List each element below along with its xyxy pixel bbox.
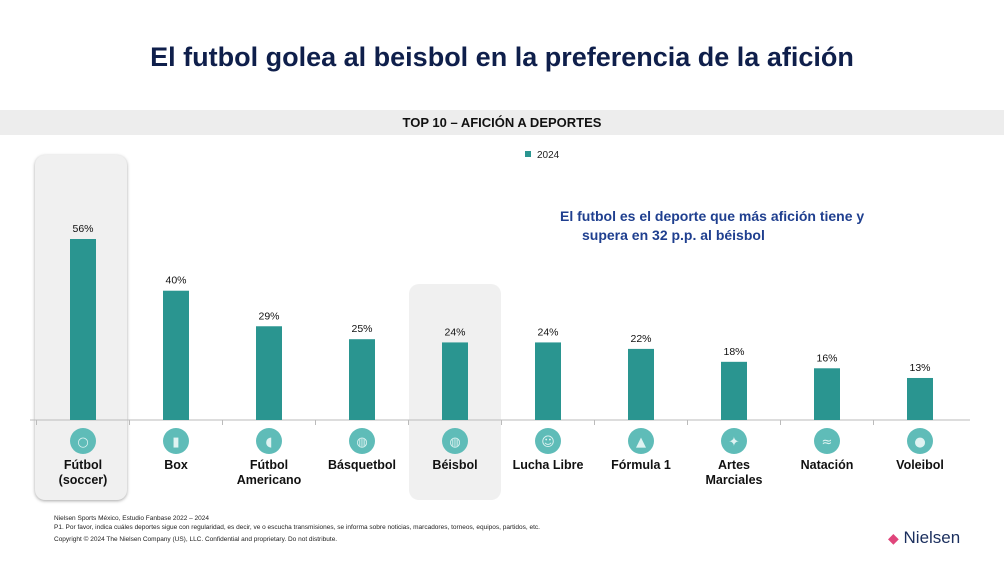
swimming-icon: ≈ xyxy=(812,426,842,456)
svg-text:▲: ▲ xyxy=(636,435,646,450)
bar xyxy=(721,361,747,420)
nielsen-logo: ◆ Nielsen xyxy=(888,528,961,547)
category-label: Artes Marciales xyxy=(705,458,763,487)
annotation: El futbol es el deporte que más afición … xyxy=(560,207,864,245)
bar xyxy=(907,377,933,420)
bar xyxy=(349,339,375,420)
category-label: Fórmula 1 xyxy=(611,458,671,472)
bar xyxy=(163,290,189,420)
data-label: 56% xyxy=(72,223,93,235)
footer-question: P1. Por favor, indica cuáles deportes si… xyxy=(54,524,540,531)
category-label: Fútbol Americano xyxy=(236,458,302,487)
svg-text:≈: ≈ xyxy=(822,435,833,450)
bar xyxy=(256,326,282,420)
footer-copyright: Copyright © 2024 The Nielsen Company (US… xyxy=(54,536,338,543)
data-label: 40% xyxy=(165,275,186,287)
data-label: 13% xyxy=(909,362,930,374)
bar xyxy=(535,342,561,420)
american-football-icon: ◖ xyxy=(254,426,284,456)
data-label: 25% xyxy=(351,323,372,335)
svg-text:●: ● xyxy=(914,435,925,450)
legend-label: 2024 xyxy=(537,150,560,161)
bar xyxy=(814,368,840,420)
svg-text:☺: ☺ xyxy=(541,435,555,450)
boxing-glove-icon: ▮ xyxy=(161,426,191,456)
category-label: Box xyxy=(164,458,188,472)
logo-text: Nielsen xyxy=(903,528,961,547)
bar xyxy=(442,342,468,420)
category-label: Béisbol xyxy=(432,458,478,472)
legend-swatch xyxy=(525,151,531,157)
svg-text:✦: ✦ xyxy=(729,435,740,450)
svg-text:○: ○ xyxy=(77,435,88,450)
data-label: 29% xyxy=(258,310,279,322)
basketball-icon: ◍ xyxy=(347,426,377,456)
bar xyxy=(628,348,654,420)
category-label: Lucha Libre xyxy=(512,458,584,472)
annotation-line-2: supera en 32 p.p. al béisbol xyxy=(582,227,765,243)
data-label: 24% xyxy=(537,326,558,338)
formula-1-car-icon: ▲ xyxy=(626,426,656,456)
svg-text:◍: ◍ xyxy=(356,435,367,450)
data-label: 22% xyxy=(630,333,651,345)
page-title: El futbol golea al beisbol en la prefere… xyxy=(150,42,854,72)
wrestling-mask-icon: ☺ xyxy=(533,426,563,456)
soccer-ball-icon: ○ xyxy=(68,426,98,456)
svg-text:◖: ◖ xyxy=(266,435,273,450)
svg-text:▮: ▮ xyxy=(172,435,179,450)
svg-text:◍: ◍ xyxy=(449,435,460,450)
annotation-line-1: El futbol es el deporte que más afición … xyxy=(560,208,865,224)
bar xyxy=(70,239,96,420)
category-label: Voleibol xyxy=(896,458,944,472)
chart-title: TOP 10 – AFICIÓN A DEPORTES xyxy=(0,110,1004,135)
martial-arts-icon: ✦ xyxy=(719,426,749,456)
category-label: Natación xyxy=(800,458,854,472)
category-label: Fútbol (soccer) xyxy=(58,458,108,487)
data-label: 16% xyxy=(816,352,837,364)
footer-source: Nielsen Sports México, Estudio Fanbase 2… xyxy=(54,515,210,522)
legend: 2024 xyxy=(525,150,559,161)
baseball-icon: ◍ xyxy=(440,426,470,456)
data-label: 18% xyxy=(723,346,744,358)
volleyball-icon: ● xyxy=(905,426,935,456)
data-label: 24% xyxy=(444,326,465,338)
category-label: Básquetbol xyxy=(327,458,397,472)
